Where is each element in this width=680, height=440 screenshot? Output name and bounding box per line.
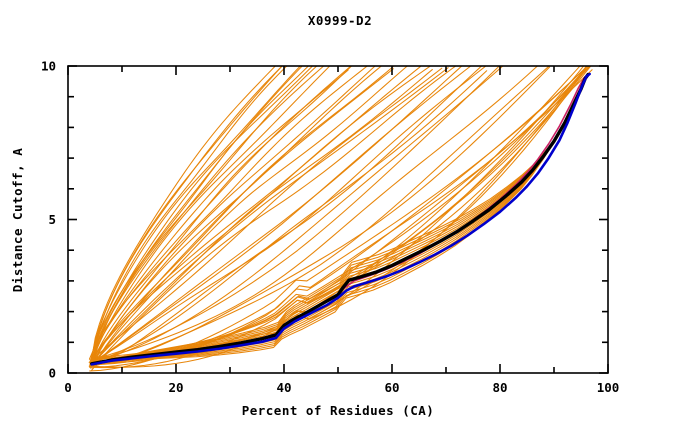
prediction-curve: [89, 66, 318, 368]
x-tick-label: 60: [384, 380, 399, 395]
series-best-model-black: [90, 72, 590, 366]
prediction-curve: [91, 70, 488, 363]
prediction-curve: [92, 66, 551, 366]
x-tick-label: 0: [64, 380, 72, 395]
x-tick-label: 20: [168, 380, 183, 395]
prediction-curve: [90, 66, 353, 368]
prediction-curve: [90, 66, 313, 367]
prediction-curve: [90, 66, 501, 360]
prediction-curve: [91, 66, 288, 368]
prediction-curve: [90, 66, 331, 369]
prediction-curve: [93, 66, 409, 367]
prediction-curve: [88, 67, 443, 363]
y-tick-label: 10: [41, 59, 56, 74]
curves-layer: [88, 66, 593, 372]
prediction-curve: [93, 66, 383, 365]
prediction-curve: [92, 66, 303, 366]
prediction-curve: [91, 69, 349, 363]
y-axis-label: Distance Cutoff, A: [10, 148, 25, 292]
prediction-curve: [90, 66, 487, 363]
prediction-curve: [91, 66, 457, 371]
prediction-curve: [89, 66, 472, 367]
prediction-curve: [90, 66, 421, 363]
prediction-curve: [91, 67, 449, 368]
x-tick-label: 100: [597, 380, 620, 395]
y-tick-label: 0: [48, 366, 56, 381]
x-tick-label: 40: [276, 380, 291, 395]
prediction-curve: [88, 66, 369, 360]
prediction-curve: [89, 66, 538, 361]
x-axis-label: Percent of Residues (CA): [242, 403, 435, 418]
page-title: X0999-D2: [308, 13, 372, 28]
prediction-curve: [92, 66, 325, 363]
x-tick-label: 80: [492, 380, 507, 395]
series-reference-blue: [90, 72, 591, 366]
y-tick-label: 5: [48, 212, 56, 227]
prediction-curve: [90, 66, 550, 367]
prediction-curve: [90, 66, 504, 363]
prediction-curve: [90, 66, 276, 364]
prediction-curve: [91, 66, 283, 364]
prediction-curve: [89, 69, 433, 369]
prediction-curve: [89, 66, 302, 367]
axis-frame-layer: [67, 65, 609, 374]
